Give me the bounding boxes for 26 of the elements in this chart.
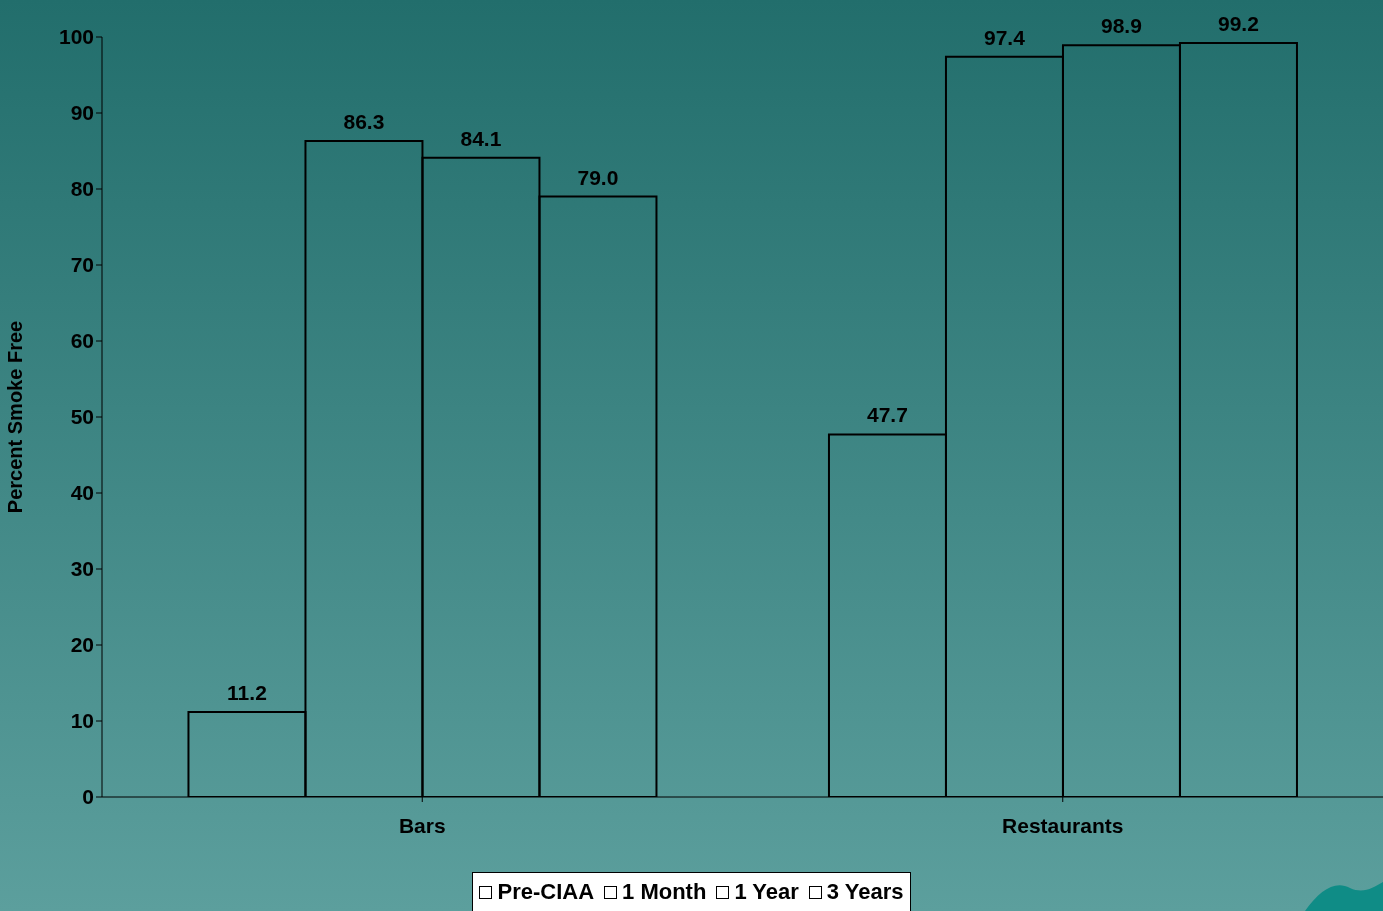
data-label: 11.2 [227, 680, 267, 704]
y-tick-label: 0 [82, 785, 94, 809]
y-tick-label: 50 [70, 405, 94, 429]
legend-label: 1 Month [622, 879, 707, 905]
legend-label: 1 Year [734, 879, 799, 905]
y-tick-label: 90 [70, 101, 94, 125]
data-label: 86.3 [343, 110, 385, 134]
x-tick-label: Restaurants [1002, 813, 1124, 837]
legend-label: Pre-CIAA [497, 879, 595, 905]
x-tick-label: Bars [398, 813, 446, 837]
legend-label: 3 Years [826, 879, 904, 905]
y-tick-label: 20 [70, 633, 94, 657]
y-tick-label: 70 [70, 253, 94, 277]
y-tick-label: 40 [70, 481, 94, 505]
y-axis-title: Percent Smoke Free [4, 320, 27, 514]
data-label: 79.0 [577, 165, 619, 189]
data-label: 98.9 [1101, 14, 1142, 38]
y-tick-label: 80 [70, 177, 94, 201]
data-label: 97.4 [984, 25, 1026, 49]
y-tick-label: 30 [70, 557, 94, 581]
data-label: 47.7 [867, 403, 908, 427]
y-tick-label: 100 [58, 25, 94, 49]
data-label: 84.1 [460, 126, 502, 150]
data-label: 99.2 [1218, 12, 1259, 36]
y-tick-label: 10 [70, 709, 94, 733]
y-tick-label: 60 [70, 329, 94, 353]
